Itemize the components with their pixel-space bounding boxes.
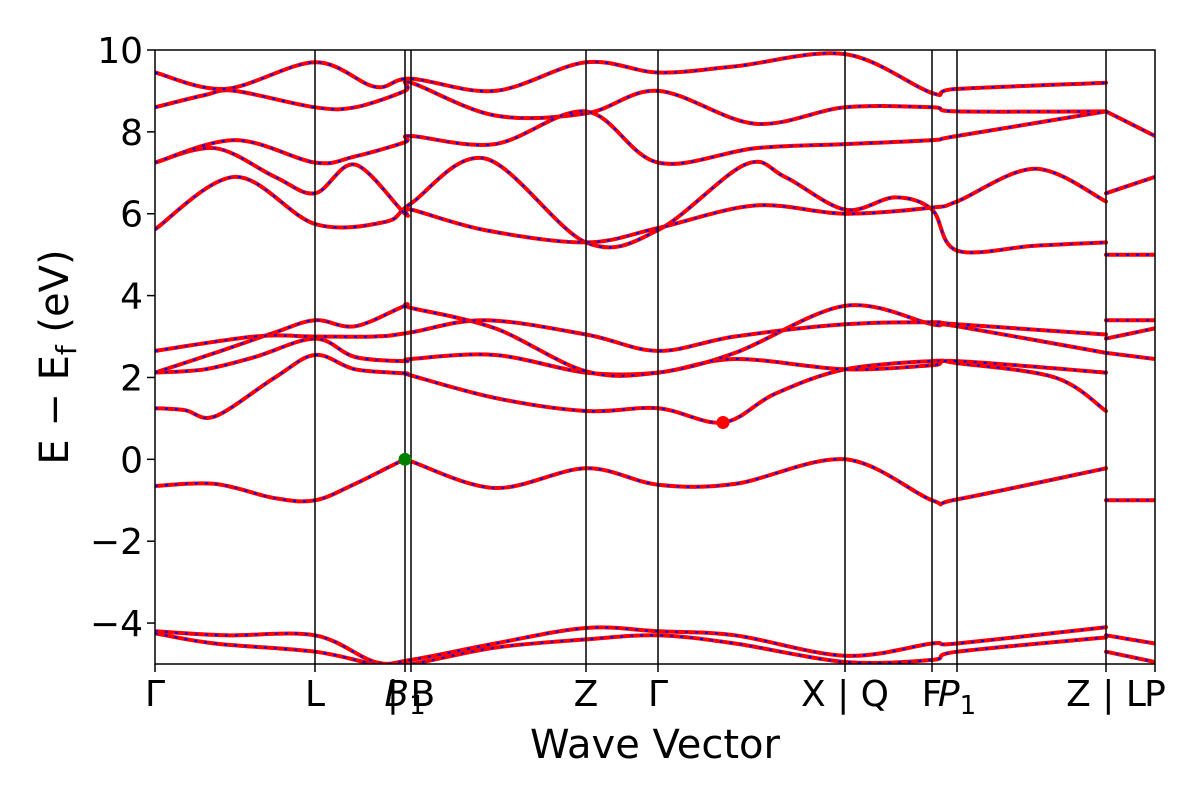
y-axis-title: E − Ef (eV) [32,249,83,464]
x-tick-symbol: Γ [648,674,668,715]
band-line-overlay [155,337,1107,376]
x-tick-symbol: Z [1066,674,1091,715]
y-tick-label: 2 [120,358,143,399]
x-tick-label: L [305,674,325,715]
y-tick-label: −2 [90,522,143,563]
x-tick-label: X | Q [801,674,889,715]
x-tick-separator: | [1091,674,1126,715]
x-tick-symbol: Γ [145,674,165,715]
marker-vbm [398,452,412,466]
y-tick-label: 8 [120,113,143,154]
x-tick-symbol: P [938,674,960,715]
x-tick-label: Γ [145,674,165,715]
band-line [1104,326,1155,341]
y-tick-label: 6 [120,195,143,236]
y-axis-title-main: E − E [32,355,78,465]
x-tick-symbol: F [922,674,943,715]
band-line [155,352,1108,425]
y-axis-title-sub: f [50,344,83,355]
plot-frame [154,49,1156,665]
y-axis-title-tail: (eV) [32,249,78,345]
extrema-markers [398,415,730,466]
y-tick-label: −4 [90,604,143,645]
y-tick-label: 10 [97,31,143,72]
x-tick-subscript: 1 [960,691,977,721]
x-tick-symbol: Q [861,674,889,715]
y-tick-label: 4 [120,277,143,318]
x-tick-label: Z | L [1066,674,1146,715]
x-axis-title: Wave Vector [530,722,781,768]
band-line-overlay [1105,634,1155,645]
x-tick-symbol: Z [574,674,599,715]
x-tick-symbol: L [305,674,325,715]
x-tick-subscript: 1 [409,691,426,721]
band-line-overlay [155,456,1107,506]
x-tick-label: P1 [938,674,976,721]
x-tick-symbol: B [384,674,409,715]
band-line-overlay [1105,110,1155,137]
band-line-overlay [155,147,1107,244]
band-line [1104,174,1155,196]
y-tick-label: 0 [120,440,143,481]
x-tick-label: B1 [384,674,425,721]
x-tick-label: Γ [648,674,668,715]
x-tick-symbol: X [801,674,826,715]
x-tick-symbol: L [1126,674,1146,715]
marker-cbm [716,415,730,429]
band-line [1104,649,1155,664]
y-axis-ticks: −4 −2 0 2 4 6 8 10 [90,31,155,645]
high-symmetry-lines [314,50,1107,664]
x-tick-label: Z [574,674,599,715]
x-tick-symbol: P [1144,674,1166,715]
x-tick-separator: | [387,674,411,715]
band-line-overlay [1105,351,1155,360]
x-tick-label: F [922,674,943,715]
x-tick-label: P [1144,674,1166,715]
x-tick-label: | B [387,674,435,715]
x-tick-symbol: B [410,674,435,715]
x-tick-separator: | [826,674,861,715]
